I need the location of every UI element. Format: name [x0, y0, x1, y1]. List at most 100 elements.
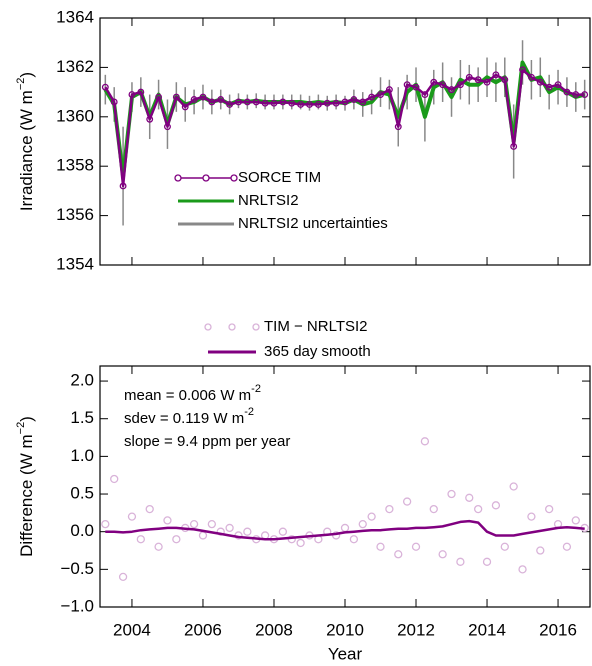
data-point — [172, 93, 180, 101]
y-tick-label: 1362 — [56, 57, 94, 76]
legend-label: 365 day smooth — [264, 343, 371, 360]
legend-marker — [228, 323, 236, 331]
data-point — [199, 93, 207, 101]
x-tick-label: 2014 — [468, 620, 506, 639]
data-point — [554, 81, 562, 89]
data-point — [288, 99, 296, 107]
data-point — [572, 91, 580, 99]
data-point — [235, 98, 242, 106]
y-tick-label: 1356 — [56, 205, 94, 224]
data-point — [128, 91, 136, 99]
legend-marker — [252, 323, 260, 331]
data-point — [190, 96, 198, 103]
data-point — [110, 98, 118, 106]
y-axis-label: Irradiance (W m−2) — [15, 72, 37, 211]
data-point — [367, 512, 376, 521]
data-point — [527, 512, 536, 521]
data-point — [198, 531, 208, 540]
data-point — [519, 66, 526, 74]
y-axis-label-main: Irradiance (W m — [17, 90, 36, 211]
data-point — [101, 520, 110, 529]
data-point — [500, 542, 509, 551]
data-point — [368, 93, 376, 101]
data-point — [261, 99, 269, 107]
data-point — [482, 557, 492, 566]
data-point — [119, 182, 127, 190]
data-point — [412, 83, 420, 91]
data-point — [358, 520, 367, 529]
data-point — [207, 520, 216, 529]
data-point — [340, 523, 350, 533]
data-point — [118, 572, 128, 582]
data-point — [411, 542, 421, 551]
data-point — [146, 115, 154, 123]
x-tick-label: 2006 — [184, 620, 222, 639]
data-point — [402, 497, 412, 506]
data-point — [145, 504, 154, 514]
data-point — [385, 86, 393, 94]
y-axis-label-suffix: ) — [17, 72, 36, 78]
data-point — [420, 437, 430, 446]
annotation-main: mean = 0.006 W m — [124, 387, 251, 404]
data-point — [456, 81, 464, 89]
y-axis-label-main: Difference (W m — [17, 434, 36, 557]
y-axis-label: Difference (W m−2) — [15, 416, 37, 557]
data-point — [297, 100, 305, 108]
y-tick-label: 1354 — [56, 254, 94, 273]
annotation: mean = 0.006 W m-2 — [124, 383, 261, 404]
data-point — [164, 123, 171, 131]
panel: −1.0 −0.5 0.0 0.5 1.0 1.5 2.0 2004 2006 2008 2010 2… — [60, 365, 591, 639]
data-point — [545, 83, 553, 91]
y-tick-label: −0.5 — [60, 559, 94, 578]
data-point — [136, 535, 145, 544]
y-tick-label: 2.0 — [70, 371, 94, 390]
panel: 1354 1356 1358 1360 1362 1364 — [56, 7, 591, 273]
x-tick-label: 2010 — [326, 620, 364, 639]
data-point — [571, 516, 580, 525]
legend-label: SORCE TIM — [238, 169, 321, 186]
data-point — [377, 91, 384, 99]
data-point — [225, 523, 234, 533]
data-point — [350, 96, 358, 103]
data-point — [545, 504, 554, 514]
data-point — [181, 103, 189, 111]
data-point — [127, 512, 137, 521]
data-point — [510, 142, 518, 150]
data-point — [208, 98, 216, 106]
data-point — [439, 81, 447, 89]
data-point — [216, 527, 225, 536]
legend-marker — [230, 174, 238, 182]
data-point — [492, 71, 500, 79]
data-point — [430, 78, 438, 86]
data-point — [278, 527, 288, 536]
data-point — [155, 93, 163, 101]
data-point — [154, 542, 163, 551]
data-point — [474, 504, 483, 514]
data-point — [536, 546, 545, 555]
annotation-main: sdev = 0.119 W m — [124, 410, 244, 427]
y-axis-label-suffix: ) — [17, 416, 36, 422]
annotation-sup: -2 — [244, 406, 254, 418]
legend-marker — [204, 323, 212, 331]
data-point — [403, 81, 411, 89]
x-tick-label: 2012 — [397, 620, 435, 639]
data-point — [172, 535, 181, 544]
data-point — [447, 489, 456, 499]
data-point — [243, 527, 252, 536]
data-point — [226, 100, 234, 108]
y-axis-label-sup: −2 — [15, 78, 27, 91]
data-point — [314, 100, 322, 108]
data-point — [359, 98, 367, 106]
annotation: slope = 9.4 ppm per year — [124, 433, 290, 450]
data-point — [429, 504, 438, 514]
legend-label: TIM − NRLTSI2 — [264, 318, 368, 335]
data-point — [332, 99, 340, 107]
data-point — [341, 98, 349, 106]
data-point — [536, 78, 544, 86]
data-point — [474, 76, 482, 84]
legend-label: NRLTSI2 uncertainties — [238, 215, 388, 232]
annotation-sup: -2 — [251, 383, 261, 395]
y-tick-label: −1.0 — [60, 596, 94, 615]
data-point — [581, 91, 589, 99]
